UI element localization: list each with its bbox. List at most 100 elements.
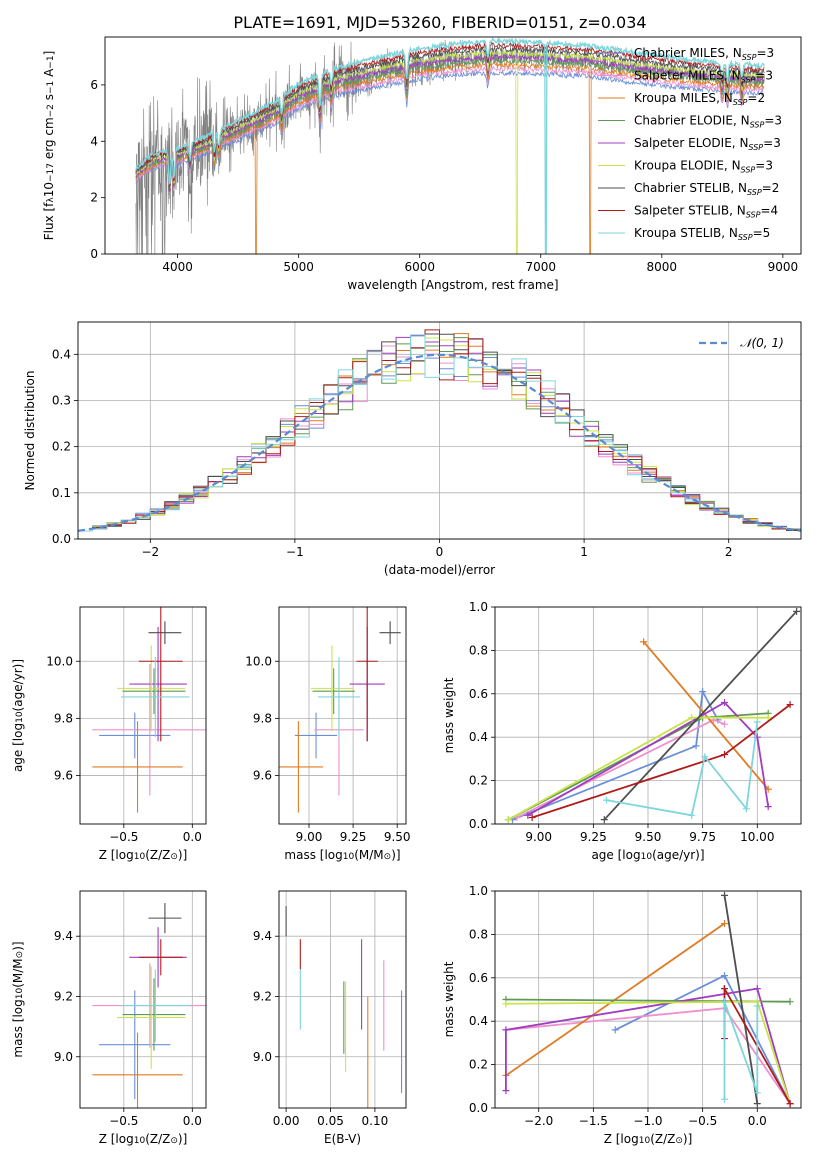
errorbar-point xyxy=(121,969,190,1042)
ticks: 9.00 9.25 9.50 9.6 9.8 10.0 xyxy=(245,654,410,844)
legend-nssp-symbol: N xyxy=(729,226,738,240)
model-spectrum-line xyxy=(135,69,765,195)
axes-frame xyxy=(278,890,407,1109)
y-tick-label: 10.0 xyxy=(245,654,272,668)
legend-entry: Kroupa ELODIE, NSSP=3 xyxy=(634,159,773,175)
y-axis-label-part: mass [log xyxy=(11,999,25,1057)
legend-equals: = xyxy=(763,136,773,150)
x-axis-label-part: (age/yr)] xyxy=(652,848,704,862)
y-tick-label: 0.6 xyxy=(469,687,488,701)
errorbar-point xyxy=(116,966,186,1069)
x-axis-label: age [log10(age/yr)] xyxy=(591,848,704,862)
y-axis-label-part: )] xyxy=(11,941,25,950)
legend-separator: , xyxy=(724,159,732,173)
plus-marker xyxy=(502,1026,510,1034)
plus-marker xyxy=(753,718,761,726)
y-tick-label: 0.2 xyxy=(469,774,488,788)
x-tick-label: −1.0 xyxy=(633,1114,662,1128)
y-axis-label-part: λ xyxy=(46,197,56,203)
x-tick-label: 0 xyxy=(436,545,444,559)
plus-marker xyxy=(753,1002,761,1010)
errorbar-point xyxy=(92,664,206,796)
x-tick-label: −0.5 xyxy=(688,1114,717,1128)
axes-frame xyxy=(494,606,802,825)
legend-equals: = xyxy=(755,69,765,83)
mass-vs-metallicity-panel: −0.5 0.09.09.29.4Z [log10(Z/Z⊙)]mass [log… xyxy=(11,890,207,1146)
legend-nssp-value: 3 xyxy=(773,136,781,150)
ticks: −2 −1 0 1 2 0.0 0.1 0.2 0.3 0.4 xyxy=(52,347,733,559)
y-tick-label: 0.0 xyxy=(469,1101,488,1115)
y-tick-label: 1.0 xyxy=(469,600,488,614)
y-axis-label-part: 10 xyxy=(15,711,25,723)
y-tick-label: 9.2 xyxy=(54,989,73,1003)
y-tick-label: 0.0 xyxy=(469,817,488,831)
legend-entry-name: Kroupa MILES xyxy=(634,91,716,105)
errorbar-point xyxy=(138,607,183,742)
plus-marker xyxy=(742,805,750,813)
plus-marker xyxy=(721,720,728,728)
grid xyxy=(80,891,206,1108)
legend-nssp-subscript: SSP xyxy=(738,233,753,242)
y-tick-label: 9.8 xyxy=(253,711,272,725)
errorbar-point xyxy=(148,621,182,645)
x-tick-label: 9.25 xyxy=(340,830,367,844)
plot-area xyxy=(78,329,801,532)
x-axis-label-part: ⊙ xyxy=(384,852,392,862)
plus-marker xyxy=(502,1087,510,1095)
legend-equals: = xyxy=(753,226,763,240)
plus-marker xyxy=(721,920,728,928)
x-axis-label-part: Z [log xyxy=(99,848,134,862)
y-axis-label-part: −1 xyxy=(46,55,56,68)
legend-entry: Kroupa STELIB, NSSP=5 xyxy=(634,226,770,242)
model-spectrum-line xyxy=(135,37,765,254)
x-tick-label: 0.0 xyxy=(183,1114,202,1128)
legend-entry-name: Kroupa ELODIE xyxy=(634,159,724,173)
errorbar-point xyxy=(294,712,338,759)
y-axis-label-part: (M/M xyxy=(11,958,25,987)
plus-marker xyxy=(793,607,801,615)
y-axis-label-part: s xyxy=(42,94,56,104)
errorbar-point xyxy=(122,668,186,715)
legend-equals: = xyxy=(747,91,757,105)
axes-frame xyxy=(278,606,407,825)
spectrum-panel: 4000 5000 6000 7000 8000 9000 0 2 4 6 wavelength [… xyxy=(42,36,802,292)
y-tick-label: 9.0 xyxy=(253,1050,272,1064)
plot-area xyxy=(92,607,206,813)
legend-nssp-symbol: N xyxy=(732,159,741,173)
plus-marker xyxy=(721,1095,728,1103)
y-tick-label: 0.1 xyxy=(52,486,71,500)
mass-weight-vs-age-panel: 9.00 9.25 9.50 9.75 10.00 0.0 0.2 0.4 0.6 0.8 1.0 a… xyxy=(442,600,802,862)
y-tick-label: 9.4 xyxy=(54,929,73,943)
legend-nssp-subscript: SSP xyxy=(741,166,756,175)
plus-marker xyxy=(721,698,728,706)
x-axis-label-part: (Z/Z xyxy=(145,1132,170,1146)
legend-nssp-subscript: SSP xyxy=(733,98,748,107)
y-tick-label: 9.0 xyxy=(54,1050,73,1064)
legend-nssp-value: 3 xyxy=(767,46,775,60)
grid xyxy=(279,607,406,824)
x-axis-label-part: mass [log xyxy=(284,848,342,862)
plus-marker xyxy=(699,688,707,696)
grid xyxy=(80,607,206,824)
errorbar-point xyxy=(116,645,186,732)
x-tick-label: 7000 xyxy=(525,260,556,274)
y-axis-label-part: −1 xyxy=(46,81,56,94)
y-axis-label: mass weight xyxy=(442,677,456,753)
legend-separator: , xyxy=(724,69,732,83)
errorbar-point xyxy=(138,939,183,976)
x-tick-label: 9.00 xyxy=(525,830,552,844)
legend-separator: , xyxy=(730,181,738,195)
y-tick-label: 0.6 xyxy=(469,971,488,985)
plus-marker xyxy=(692,742,700,750)
errorbar-point xyxy=(312,668,355,715)
y-axis-label: Normed distribution xyxy=(23,371,37,491)
y-axis-label-part: ⊙ xyxy=(15,951,25,959)
plot-area xyxy=(92,903,206,1108)
plus-marker xyxy=(528,813,536,821)
legend-entry-name: Salpeter STELIB xyxy=(634,204,729,218)
y-axis-label-part: 10 xyxy=(15,988,25,1000)
x-tick-label: 10.00 xyxy=(740,830,774,844)
ticks: −0.5 0.0 9.0 9.2 9.4 xyxy=(54,929,202,1128)
legend-nssp-subscript: SSP xyxy=(747,188,762,197)
